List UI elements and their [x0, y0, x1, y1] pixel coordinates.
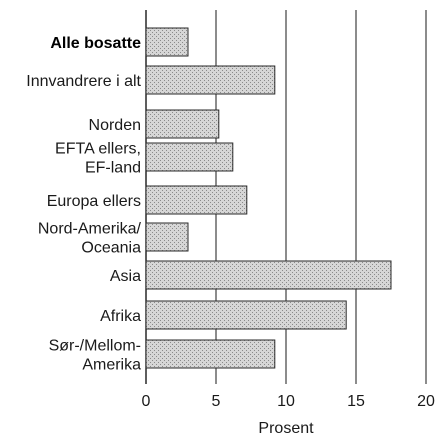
x-tick-label-15: 15 — [347, 393, 365, 410]
category-label-6: Asia — [110, 268, 141, 285]
bar-5 — [145, 222, 189, 252]
category-label-0: Alle bosatte — [50, 35, 141, 52]
category-labels: Alle bosatte Innvandrere i alt Norden EFTA … — [26, 35, 141, 374]
bar-0 — [145, 27, 189, 57]
bar-8 — [145, 339, 276, 369]
category-label-1: Innvandrere i alt — [26, 73, 141, 90]
bar-6 — [145, 260, 392, 290]
category-label-7: Afrika — [100, 308, 141, 325]
x-axis-title: Prosent — [258, 420, 314, 437]
x-tick-labels: 0 5 10 15 20 — [142, 393, 435, 410]
category-label-4: Europa ellers — [47, 193, 141, 210]
category-label-8: Sør-/Mellom-Amerika — [49, 338, 142, 374]
bar-2 — [145, 109, 220, 139]
bar-7 — [145, 300, 347, 330]
bar-3 — [145, 142, 234, 172]
bar-4 — [145, 185, 248, 215]
category-label-5: Nord-Amerika/Oceania — [38, 221, 142, 257]
category-label-3: EFTA ellers, EF-land — [55, 141, 141, 177]
bar-1 — [145, 65, 276, 95]
x-tick-label-10: 10 — [277, 393, 295, 410]
category-label-2: Norden — [89, 117, 141, 134]
x-tick-label-5: 5 — [212, 393, 221, 410]
x-tick-label-0: 0 — [142, 393, 151, 410]
x-tick-label-20: 20 — [417, 393, 435, 410]
bars — [145, 27, 392, 369]
